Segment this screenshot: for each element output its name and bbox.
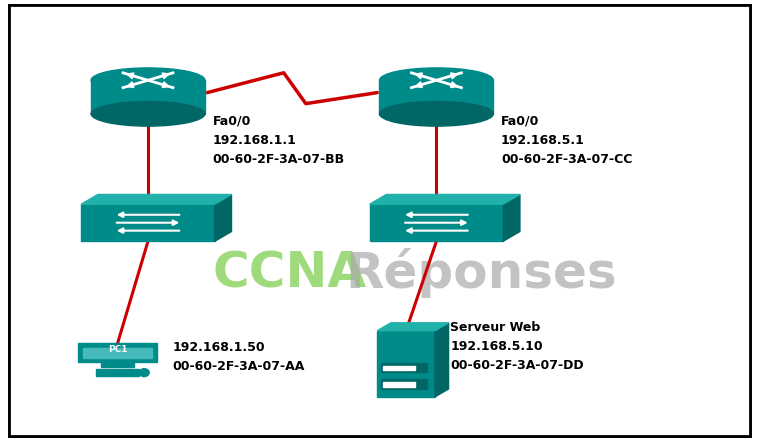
Ellipse shape <box>380 68 493 93</box>
Bar <box>377 331 435 397</box>
Text: Serveur Web
192.168.5.10
00-60-2F-3A-07-DD: Serveur Web 192.168.5.10 00-60-2F-3A-07-… <box>450 321 584 372</box>
Polygon shape <box>435 323 449 397</box>
Bar <box>81 204 215 241</box>
Ellipse shape <box>91 101 205 126</box>
Text: Fa0/0
192.168.1.1
00-60-2F-3A-07-BB: Fa0/0 192.168.1.1 00-60-2F-3A-07-BB <box>213 115 345 166</box>
Text: 192.168.1.50
00-60-2F-3A-07-AA: 192.168.1.50 00-60-2F-3A-07-AA <box>172 341 304 373</box>
Text: PC1: PC1 <box>108 345 128 354</box>
Polygon shape <box>81 194 231 204</box>
Bar <box>383 382 415 387</box>
Polygon shape <box>215 194 231 241</box>
Bar <box>380 80 493 114</box>
Bar <box>91 80 205 114</box>
Bar <box>383 366 415 370</box>
Polygon shape <box>377 323 449 331</box>
Text: Fa0/0
192.168.5.1
00-60-2F-3A-07-CC: Fa0/0 192.168.5.1 00-60-2F-3A-07-CC <box>501 115 632 166</box>
Bar <box>83 348 152 358</box>
FancyBboxPatch shape <box>9 5 750 436</box>
Ellipse shape <box>140 369 150 377</box>
Bar <box>101 363 134 367</box>
Text: Réponses: Réponses <box>345 248 617 299</box>
Bar <box>381 379 427 389</box>
Text: CCNA: CCNA <box>213 250 367 297</box>
Bar <box>78 343 157 362</box>
Ellipse shape <box>91 68 205 93</box>
Polygon shape <box>370 194 520 204</box>
Bar <box>370 204 503 241</box>
Polygon shape <box>503 194 520 241</box>
Ellipse shape <box>380 101 493 126</box>
Bar <box>96 369 139 376</box>
Bar <box>381 363 427 372</box>
Bar <box>112 360 123 364</box>
